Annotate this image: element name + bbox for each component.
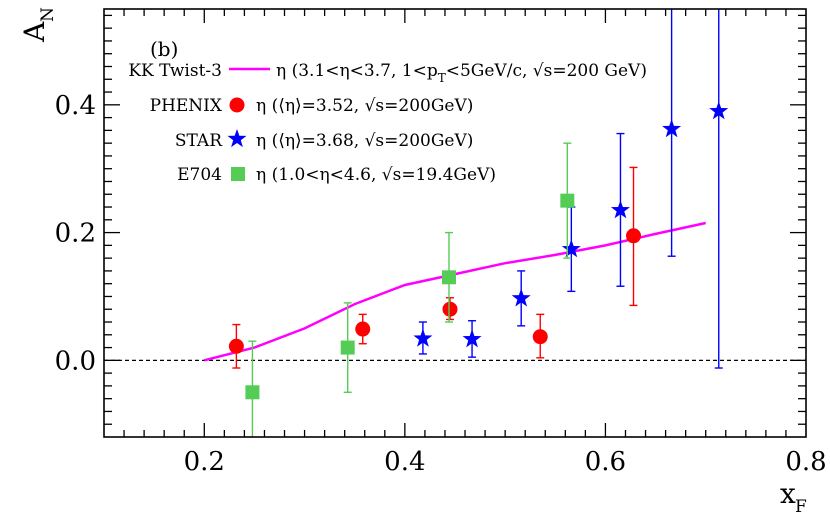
y-tick-label: 0.4 [55,91,96,121]
e704-point [245,385,260,400]
star-point [662,119,682,138]
legend-label-kk: KK Twist-3 [128,61,222,81]
legend-label-phenix: PHENIX [150,96,223,116]
legend-e704-square-icon [231,167,245,181]
plot-frame [103,8,807,438]
phenix-point [626,228,642,244]
star-point [561,239,581,258]
legend: KK Twist-3 η (3.1<η<3.7, 1<pT<5GeV/c, √s… [128,61,647,185]
phenix-point [442,301,458,317]
legend-text-kk: η (3.1<η<3.7, 1<pT<5GeV/c, √s=200 GeV) [276,61,647,85]
legend-text-star: η (⟨η⟩=3.68, √s=200GeV) [256,131,473,151]
svg-text:F: F [795,497,807,517]
y-axis-title: A N [18,7,58,43]
e704-point [441,270,456,285]
x-tick-label: 0.4 [384,447,425,477]
svg-text:A: A [18,21,51,43]
legend-text-phenix: η (⟨η⟩=3.52, √s=200GeV) [256,96,473,116]
star-point [610,200,630,219]
x-tick-label: 0.6 [585,447,626,477]
legend-label-e704: E704 [177,165,222,185]
phenix-point [228,338,244,354]
star-point [462,329,482,348]
axes-layer: 0.2 0.4 0.6 0.8 0.0 0.2 0.4 [55,91,827,477]
phenix-point [532,329,548,345]
x-tick-label: 0.8 [785,447,826,477]
legend-text-e704: η (1.0<η<4.6, √s=19.4GeV) [256,165,496,185]
e704-point [560,193,575,208]
e704-point [340,340,355,355]
data-layer [104,9,806,437]
kk-twist3-curve [203,221,706,362]
svg-text:N: N [38,7,58,22]
x-tick-label: 0.2 [184,447,225,477]
star-point [413,328,433,347]
x-axis-title: x F [780,477,807,517]
y-tick-label: 0.2 [55,219,96,249]
phenix-point [355,321,371,337]
legend-star-icon [227,129,247,148]
panel-label: (b) [150,37,178,61]
frame-layer [103,8,807,438]
y-tick-label: 0.0 [55,346,96,376]
star-point [709,101,729,120]
legend-phenix-circle-icon [229,97,245,113]
star-point [511,288,531,307]
svg-text:x: x [780,477,796,510]
legend-label-star: STAR [175,131,223,151]
